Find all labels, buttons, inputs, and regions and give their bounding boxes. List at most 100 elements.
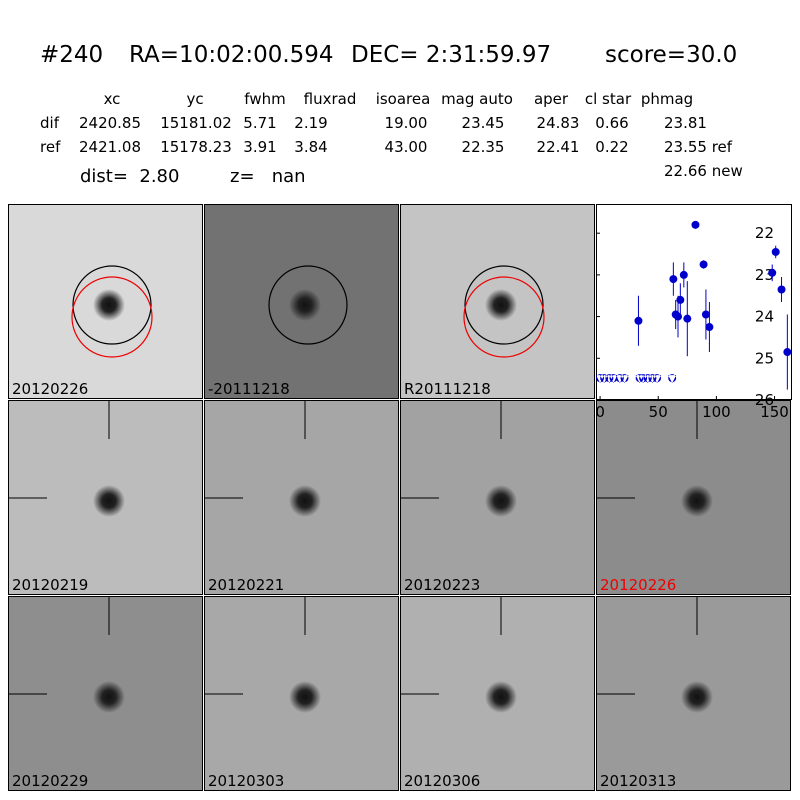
overlay [205,401,306,499]
cell: 2420.85 [78,114,142,132]
dec: DEC= 2:31:59.97 [351,42,552,68]
overlay [597,401,698,499]
column-header: xc [103,90,121,108]
upper-limit [620,374,629,384]
redshift: z= nan [230,166,306,187]
cell: 3.91 [243,138,277,156]
cell: 22.35 [461,138,505,156]
y-tick-label: 26 [755,391,774,409]
row-label: ref [40,138,61,156]
panel-label: 20120223 [404,576,481,594]
aperture [72,265,152,345]
aperture [268,265,348,345]
aperture-ref [463,276,545,358]
score: score=30.0 [605,42,738,68]
detection [691,220,700,229]
overlay [9,401,110,499]
panel-label: 20120306 [404,772,481,790]
cell: 23.81 [664,114,707,132]
upper-limit [668,374,677,384]
detection [676,295,685,304]
overlay [9,597,110,695]
panel-label: 20120221 [208,576,285,594]
image-panel: R20111218 [400,204,595,399]
upper-limit [653,374,662,384]
upper-limit [648,374,657,384]
overlay [71,265,153,358]
ra: RA=10:02:00.594 [129,42,334,68]
y-tick-label: 22 [755,224,774,242]
panel-label: 20120303 [208,772,285,790]
cell: 23.45 [461,114,505,132]
panel-label: -20111218 [208,380,290,398]
aperture-ref [71,276,153,358]
image-panel: 20120223 [400,400,595,595]
upper-limit [609,374,618,384]
column-header: phmag [640,90,694,108]
column-header: yc [186,90,204,108]
column-header: isoarea [375,90,431,108]
y-tick-label: 25 [755,349,774,367]
row-label: dif [40,114,59,132]
overlay [205,597,306,695]
cell: 22.41 [536,138,580,156]
cell: 15178.23 [160,138,232,156]
image-panel: 20120226 [8,204,203,399]
column-header: mag auto [441,90,513,108]
overlay [463,265,545,358]
overlay [401,597,502,695]
cell: 3.84 [294,138,328,156]
x-tick-label: 100 [702,403,731,421]
panel-label: R20111218 [404,380,491,398]
new-mag: 22.66 new [664,162,743,180]
image-panel: 20120221 [204,400,399,595]
detection [634,316,643,325]
image-panel: 20120229 [8,596,203,791]
detection [783,348,792,357]
panel-label: 20120226 [600,576,677,594]
cell: 15181.02 [160,114,232,132]
overlay [401,401,502,499]
panel-label: 20120313 [600,772,677,790]
detection [768,268,777,277]
column-header: aper [533,90,569,108]
cell: 0.66 [595,114,629,132]
detection [679,270,688,279]
panel-label: 20120219 [12,576,89,594]
detection [669,275,678,284]
image-panel: -20111218 [204,204,399,399]
detection [701,310,710,319]
cell: 43.00 [384,138,428,156]
detection [771,247,780,256]
overlay [268,265,348,345]
y-tick-label: 24 [755,308,774,326]
column-header: fwhm [244,90,286,108]
detection [705,323,714,332]
image-panel: 20120303 [204,596,399,791]
panel-label: 20120229 [12,772,89,790]
image-panel: 20120226 [596,400,791,595]
upper-limit [600,374,609,384]
cell: 23.55 ref [664,138,733,156]
cell: 19.00 [384,114,428,132]
detection [683,314,692,323]
cell: 2421.08 [78,138,142,156]
column-header: fluxrad [303,90,357,108]
lightcurve-panel: 0 50 100 150 22 23 24 25 26 [595,204,792,421]
plot-frame [596,204,792,400]
object-id: #240 [40,42,104,68]
detection [699,260,708,269]
dist: dist= 2.80 [80,166,180,187]
image-panel: 20120219 [8,400,203,595]
x-tick-label: 150 [760,403,789,421]
overlay [597,597,698,695]
cell: 0.22 [595,138,629,156]
x-tick-label: 50 [649,403,668,421]
image-panel: 20120306 [400,596,595,791]
upper-limit [643,374,652,384]
aperture [464,265,544,345]
detection [777,285,786,294]
x-tick-label: 0 [595,403,605,421]
